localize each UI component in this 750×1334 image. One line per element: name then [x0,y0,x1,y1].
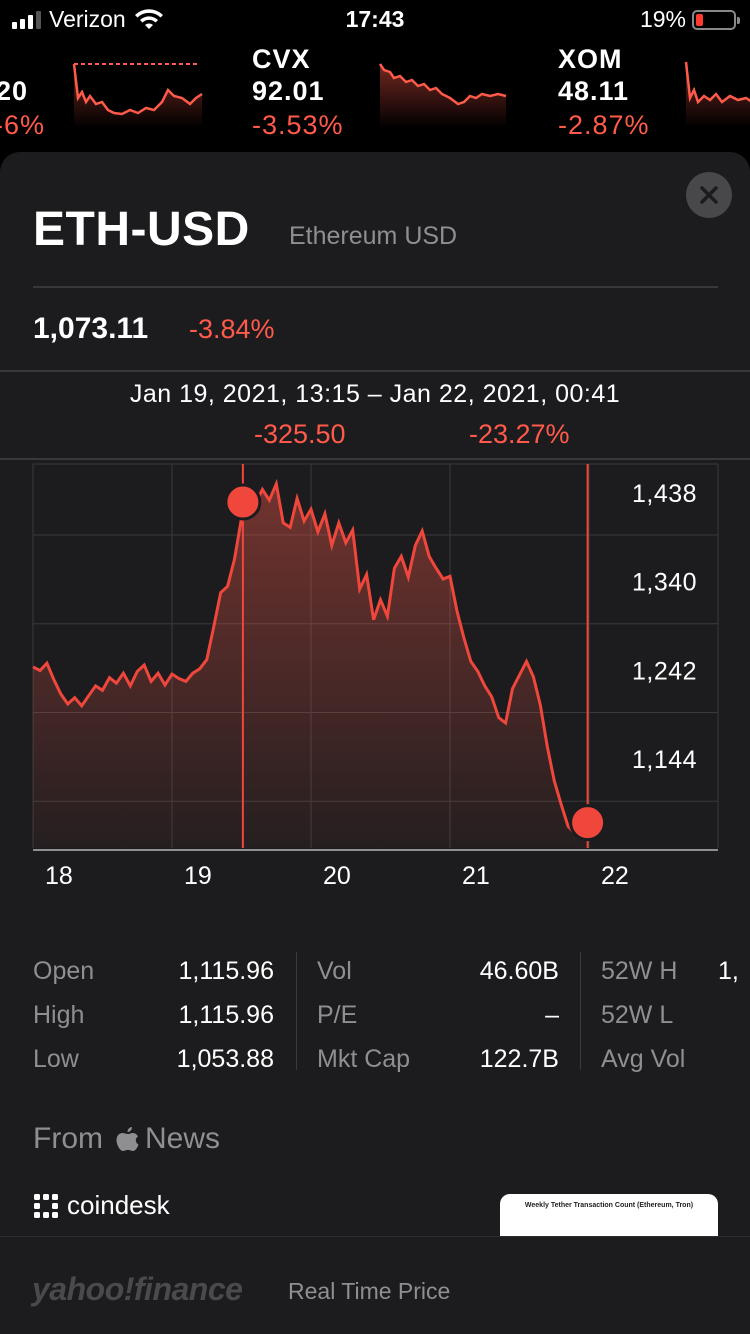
carrier-label: Verizon [49,6,126,32]
y-axis-label: 1,340 [632,569,697,597]
battery-icon [692,9,740,30]
apple-icon [116,1127,139,1151]
symbol-name: Ethereum USD [289,222,458,250]
status-right: 19% [639,6,740,33]
status-left: Verizon [12,6,164,33]
selection-end-handle[interactable] [569,804,607,842]
signal-icon [12,10,41,29]
divider [33,286,718,288]
close-icon [700,186,718,204]
stat-label-mktcap: Mkt Cap [317,1045,411,1073]
stat-label-high: High [33,1001,85,1029]
news-from-label: From [33,1122,103,1155]
divider [0,458,750,460]
news-source-name: coindesk [67,1190,170,1220]
x-axis-label: 19 [184,862,212,888]
symbol-title: ETH-USD [33,203,250,256]
selection-diff: -325.50 [254,419,346,449]
stat-label-open: Open [33,957,95,985]
wifi-icon [134,8,163,29]
x-axis-label: 21 [462,862,490,888]
ticker-sparkline [72,63,203,128]
price-change: -3.84% [189,314,275,344]
stat-value-low: 1,053.88 [176,1045,274,1073]
ticker-change: -2.87% [558,110,650,140]
stat-value-high: 1,115.96 [178,1001,274,1029]
ticker-symbol: XOM [558,44,623,74]
news-source[interactable]: coindesk [33,1190,170,1221]
close-button[interactable] [686,172,732,218]
news-thumbnail-caption: Weekly Tether Transaction Count (Ethereu… [524,1202,694,1209]
selection-range: Jan 19, 2021, 13:15 – Jan 22, 2021, 00:4… [129,380,621,408]
footer: yahoo!finance Real Time Price [0,1236,750,1334]
news-header: From News [33,1122,220,1156]
stat-value-52wh: 1, [718,957,739,985]
stats-separator [580,952,581,1070]
current-price: 1,073.11 [33,312,149,345]
stat-value-open: 1,115.96 [178,957,274,985]
stat-label-vol: Vol [317,957,352,985]
stat-label-52wh: 52W H [601,957,678,985]
y-axis-label: 1,438 [632,480,697,508]
stat-value-pe: – [545,1001,559,1029]
stat-value-mktcap: 122.7B [479,1045,559,1073]
price-area [33,483,588,848]
ticker-sparkline [684,61,750,128]
y-axis-label: 1,242 [632,657,697,685]
news-label: News [145,1122,221,1155]
price-chart[interactable]: 1,438 1,340 1,242 1,144 18 19 20 21 22 [0,458,750,888]
real-time-price-label: Real Time Price [288,1278,451,1304]
yahoo-finance-logo[interactable]: yahoo!finance [32,1271,243,1307]
stat-value-vol: 46.60B [479,957,559,985]
quote-card: ETH-USD Ethereum USD 1,073.11 -3.84% Jan… [0,152,750,1334]
stats-separator [296,952,297,1070]
ticker-price: 92.01 [252,76,325,106]
selection-pct: -23.27% [469,419,570,449]
x-axis-label: 18 [45,862,73,888]
x-axis-label: 22 [601,862,629,888]
y-axis-label: 1,144 [632,746,697,774]
ticker-price: 48.11 [558,76,630,106]
battery-percent: 19% [639,6,686,32]
selection-start-handle[interactable] [224,483,262,521]
ticker-strip[interactable]: 20 -6% CVX 92.01 -3.53% XOM 48.11 -2.87% [0,40,750,152]
x-axis-label: 20 [323,862,351,888]
stats-panel: Open 1,115.96 High 1,115.96 Low 1,053.88… [0,952,750,1092]
stat-label-pe: P/E [317,1001,358,1029]
ticker-symbol: CVX [252,44,311,74]
ticker-price: 20 [0,76,29,106]
news-thumbnail[interactable]: Weekly Tether Transaction Count (Ethereu… [500,1194,718,1244]
ticker-sparkline [378,63,507,128]
coindesk-logo-icon [34,1193,58,1218]
stat-label-low: Low [33,1045,79,1073]
ticker-change: -6% [0,110,46,140]
divider [0,370,750,372]
stat-label-avgvol: Avg Vol [601,1045,686,1073]
status-bar: Verizon 17:43 19% [0,0,750,40]
stat-label-52wl: 52W L [601,1001,674,1029]
clock: 17:43 [345,6,405,32]
price-line [32,478,588,836]
ticker-change: -3.53% [252,110,344,140]
